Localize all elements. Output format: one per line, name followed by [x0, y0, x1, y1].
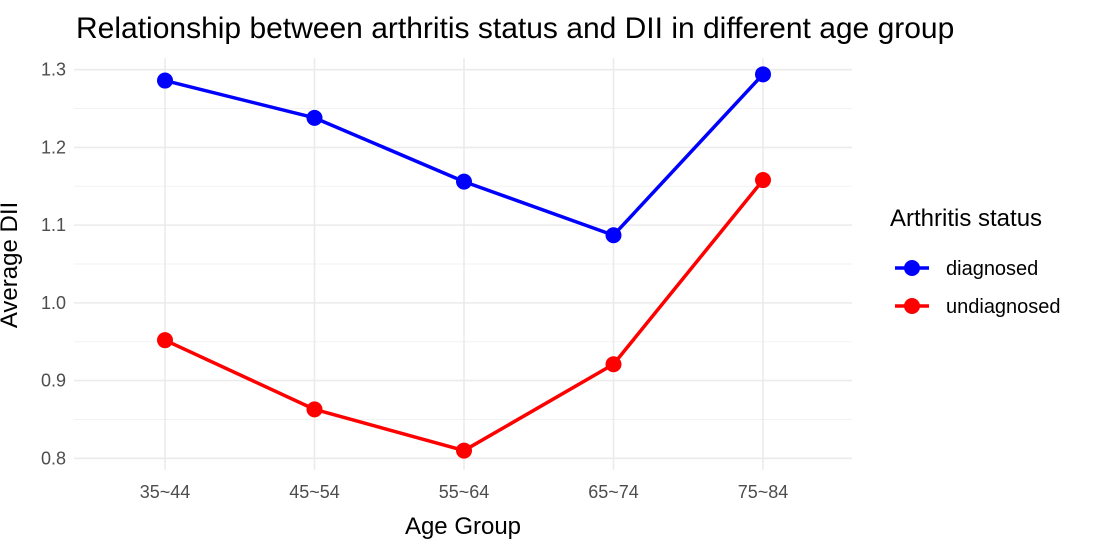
legend-item-undiagnosed: undiagnosed	[895, 296, 1061, 318]
x-tick-label: 35~44	[140, 482, 191, 502]
x-tick-label: 75~84	[738, 482, 789, 502]
data-point-diagnosed	[605, 227, 622, 244]
x-tick-label: 55~64	[439, 482, 490, 502]
legend-key-point	[904, 298, 920, 314]
y-tick-label: 1.3	[41, 60, 66, 80]
legend-key-point	[904, 260, 920, 276]
x-tick-label: 65~74	[588, 482, 639, 502]
data-point-undiagnosed	[605, 356, 622, 373]
x-tick-label: 45~54	[289, 482, 340, 502]
y-tick-label: 1.0	[41, 293, 66, 313]
y-tick-label: 1.2	[41, 137, 66, 157]
data-point-diagnosed	[306, 109, 323, 126]
legend-title: Arthritis status	[890, 205, 1042, 232]
data-point-undiagnosed	[157, 332, 173, 349]
data-point-diagnosed	[755, 66, 771, 83]
chart-title: Relationship between arthritis status an…	[76, 12, 954, 45]
y-tick-label: 1.1	[41, 215, 66, 235]
data-point-diagnosed	[456, 173, 472, 190]
data-point-diagnosed	[157, 72, 173, 89]
y-axis-title: Average DII	[0, 202, 23, 328]
data-point-undiagnosed	[456, 442, 472, 459]
y-axis-ticks: 0.8 0.9 1.0 1.1 1.2 1.3	[41, 60, 66, 469]
data-point-undiagnosed	[755, 172, 771, 189]
x-axis-ticks: 35~44 45~54 55~64 65~74 75~84	[140, 482, 789, 502]
legend-label: undiagnosed	[946, 296, 1061, 318]
legend-item-diagnosed: diagnosed	[895, 258, 1038, 280]
data-point-undiagnosed	[306, 401, 323, 418]
legend: Arthritis status diagnosed undiagnosed	[890, 205, 1061, 318]
y-tick-label: 0.8	[41, 448, 66, 468]
series-layer	[157, 66, 771, 459]
legend-label: diagnosed	[946, 258, 1038, 280]
y-tick-label: 0.9	[41, 371, 66, 391]
major-gridlines	[74, 58, 852, 470]
x-axis-title: Age Group	[405, 513, 521, 540]
